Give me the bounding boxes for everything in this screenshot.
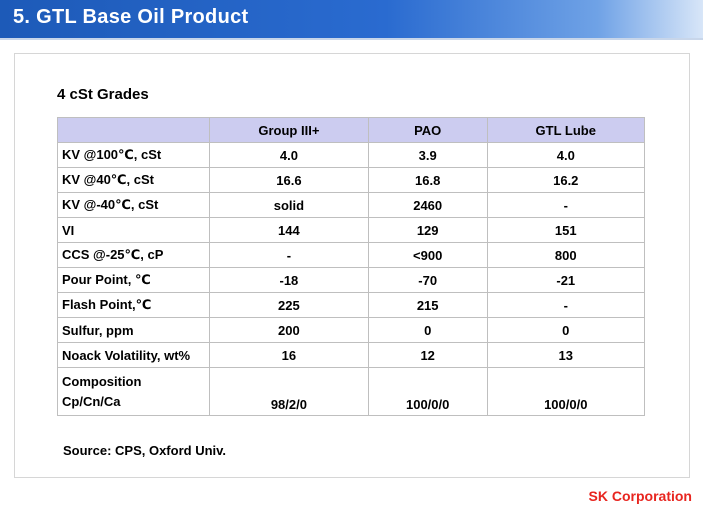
row-label: Composition Cp/Cn/Ca [57, 367, 210, 416]
table-cell: 100/0/0 [486, 367, 646, 416]
table-cell: 144 [209, 217, 369, 243]
table-cell: 3.9 [367, 142, 488, 168]
table-header-row: Group III+ PAO GTL Lube [57, 117, 646, 143]
table-cell: 16.6 [209, 167, 369, 193]
table-cell: -21 [486, 267, 646, 293]
table-cell: solid [209, 192, 369, 218]
table-cell: 16 [209, 342, 369, 368]
row-label: VI [57, 217, 210, 243]
table-cell: 129 [367, 217, 488, 243]
table-cell: 151 [486, 217, 646, 243]
properties-table: Group III+ PAO GTL Lube KV @100℃, cSt 4.… [57, 117, 646, 416]
table-cell: 225 [209, 292, 369, 318]
table-cell: - [209, 242, 369, 268]
row-label: KV @100℃, cSt [57, 142, 210, 168]
table-row: CCS @-25℃, cP - <900 800 [57, 242, 646, 268]
table-header-cell: PAO [367, 117, 488, 143]
table-row: VI 144 129 151 [57, 217, 646, 243]
row-label: KV @40℃, cSt [57, 167, 210, 193]
table-cell: 215 [367, 292, 488, 318]
table-cell: 0 [367, 317, 488, 343]
table-cell: -70 [367, 267, 488, 293]
table-row: KV @-40℃, cSt solid 2460 - [57, 192, 646, 218]
row-label: Flash Point,℃ [57, 292, 210, 318]
table-row-composition: Composition Cp/Cn/Ca 98/2/0 100/0/0 100/0… [57, 367, 646, 416]
table-cell: -18 [209, 267, 369, 293]
table-cell: 100/0/0 [367, 367, 488, 416]
table-cell: <900 [367, 242, 488, 268]
row-label: CCS @-25℃, cP [57, 242, 210, 268]
table-row: Flash Point,℃ 225 215 - [57, 292, 646, 318]
table-cell: 12 [367, 342, 488, 368]
table-cell: 0 [486, 317, 646, 343]
table-header-cell: GTL Lube [486, 117, 646, 143]
table-cell: 4.0 [209, 142, 369, 168]
table-row: KV @100℃, cSt 4.0 3.9 4.0 [57, 142, 646, 168]
composition-label-line1: Composition [62, 373, 142, 389]
table-header-cell: Group III+ [209, 117, 369, 143]
page-title: 5. GTL Base Oil Product [13, 6, 249, 28]
section-subtitle: 4 cSt Grades [57, 86, 149, 103]
title-bar: 5. GTL Base Oil Product [0, 0, 703, 40]
row-label: Sulfur, ppm [57, 317, 210, 343]
source-note: Source: CPS, Oxford Univ. [63, 443, 227, 458]
table-cell: 98/2/0 [209, 367, 369, 416]
table-cell: - [486, 292, 646, 318]
table-header-cell [57, 117, 210, 143]
table-cell: 800 [486, 242, 646, 268]
company-name: SK Corporation [588, 488, 692, 504]
table-cell: - [486, 192, 646, 218]
row-label: KV @-40℃, cSt [57, 192, 210, 218]
row-label: Noack Volatility, wt% [57, 342, 210, 368]
table-cell: 16.2 [486, 167, 646, 193]
table-row: Noack Volatility, wt% 16 12 13 [57, 342, 646, 368]
row-label: Pour Point, ℃ [57, 267, 210, 293]
table-cell: 13 [486, 342, 646, 368]
composition-label-line2: Cp/Cn/Ca [62, 393, 121, 409]
table-row: Pour Point, ℃ -18 -70 -21 [57, 267, 646, 293]
table-cell: 4.0 [486, 142, 646, 168]
table-cell: 16.8 [367, 167, 488, 193]
table-row: Sulfur, ppm 200 0 0 [57, 317, 646, 343]
table-cell: 2460 [367, 192, 488, 218]
table-row: KV @40℃, cSt 16.6 16.8 16.2 [57, 167, 646, 193]
table-cell: 200 [209, 317, 369, 343]
